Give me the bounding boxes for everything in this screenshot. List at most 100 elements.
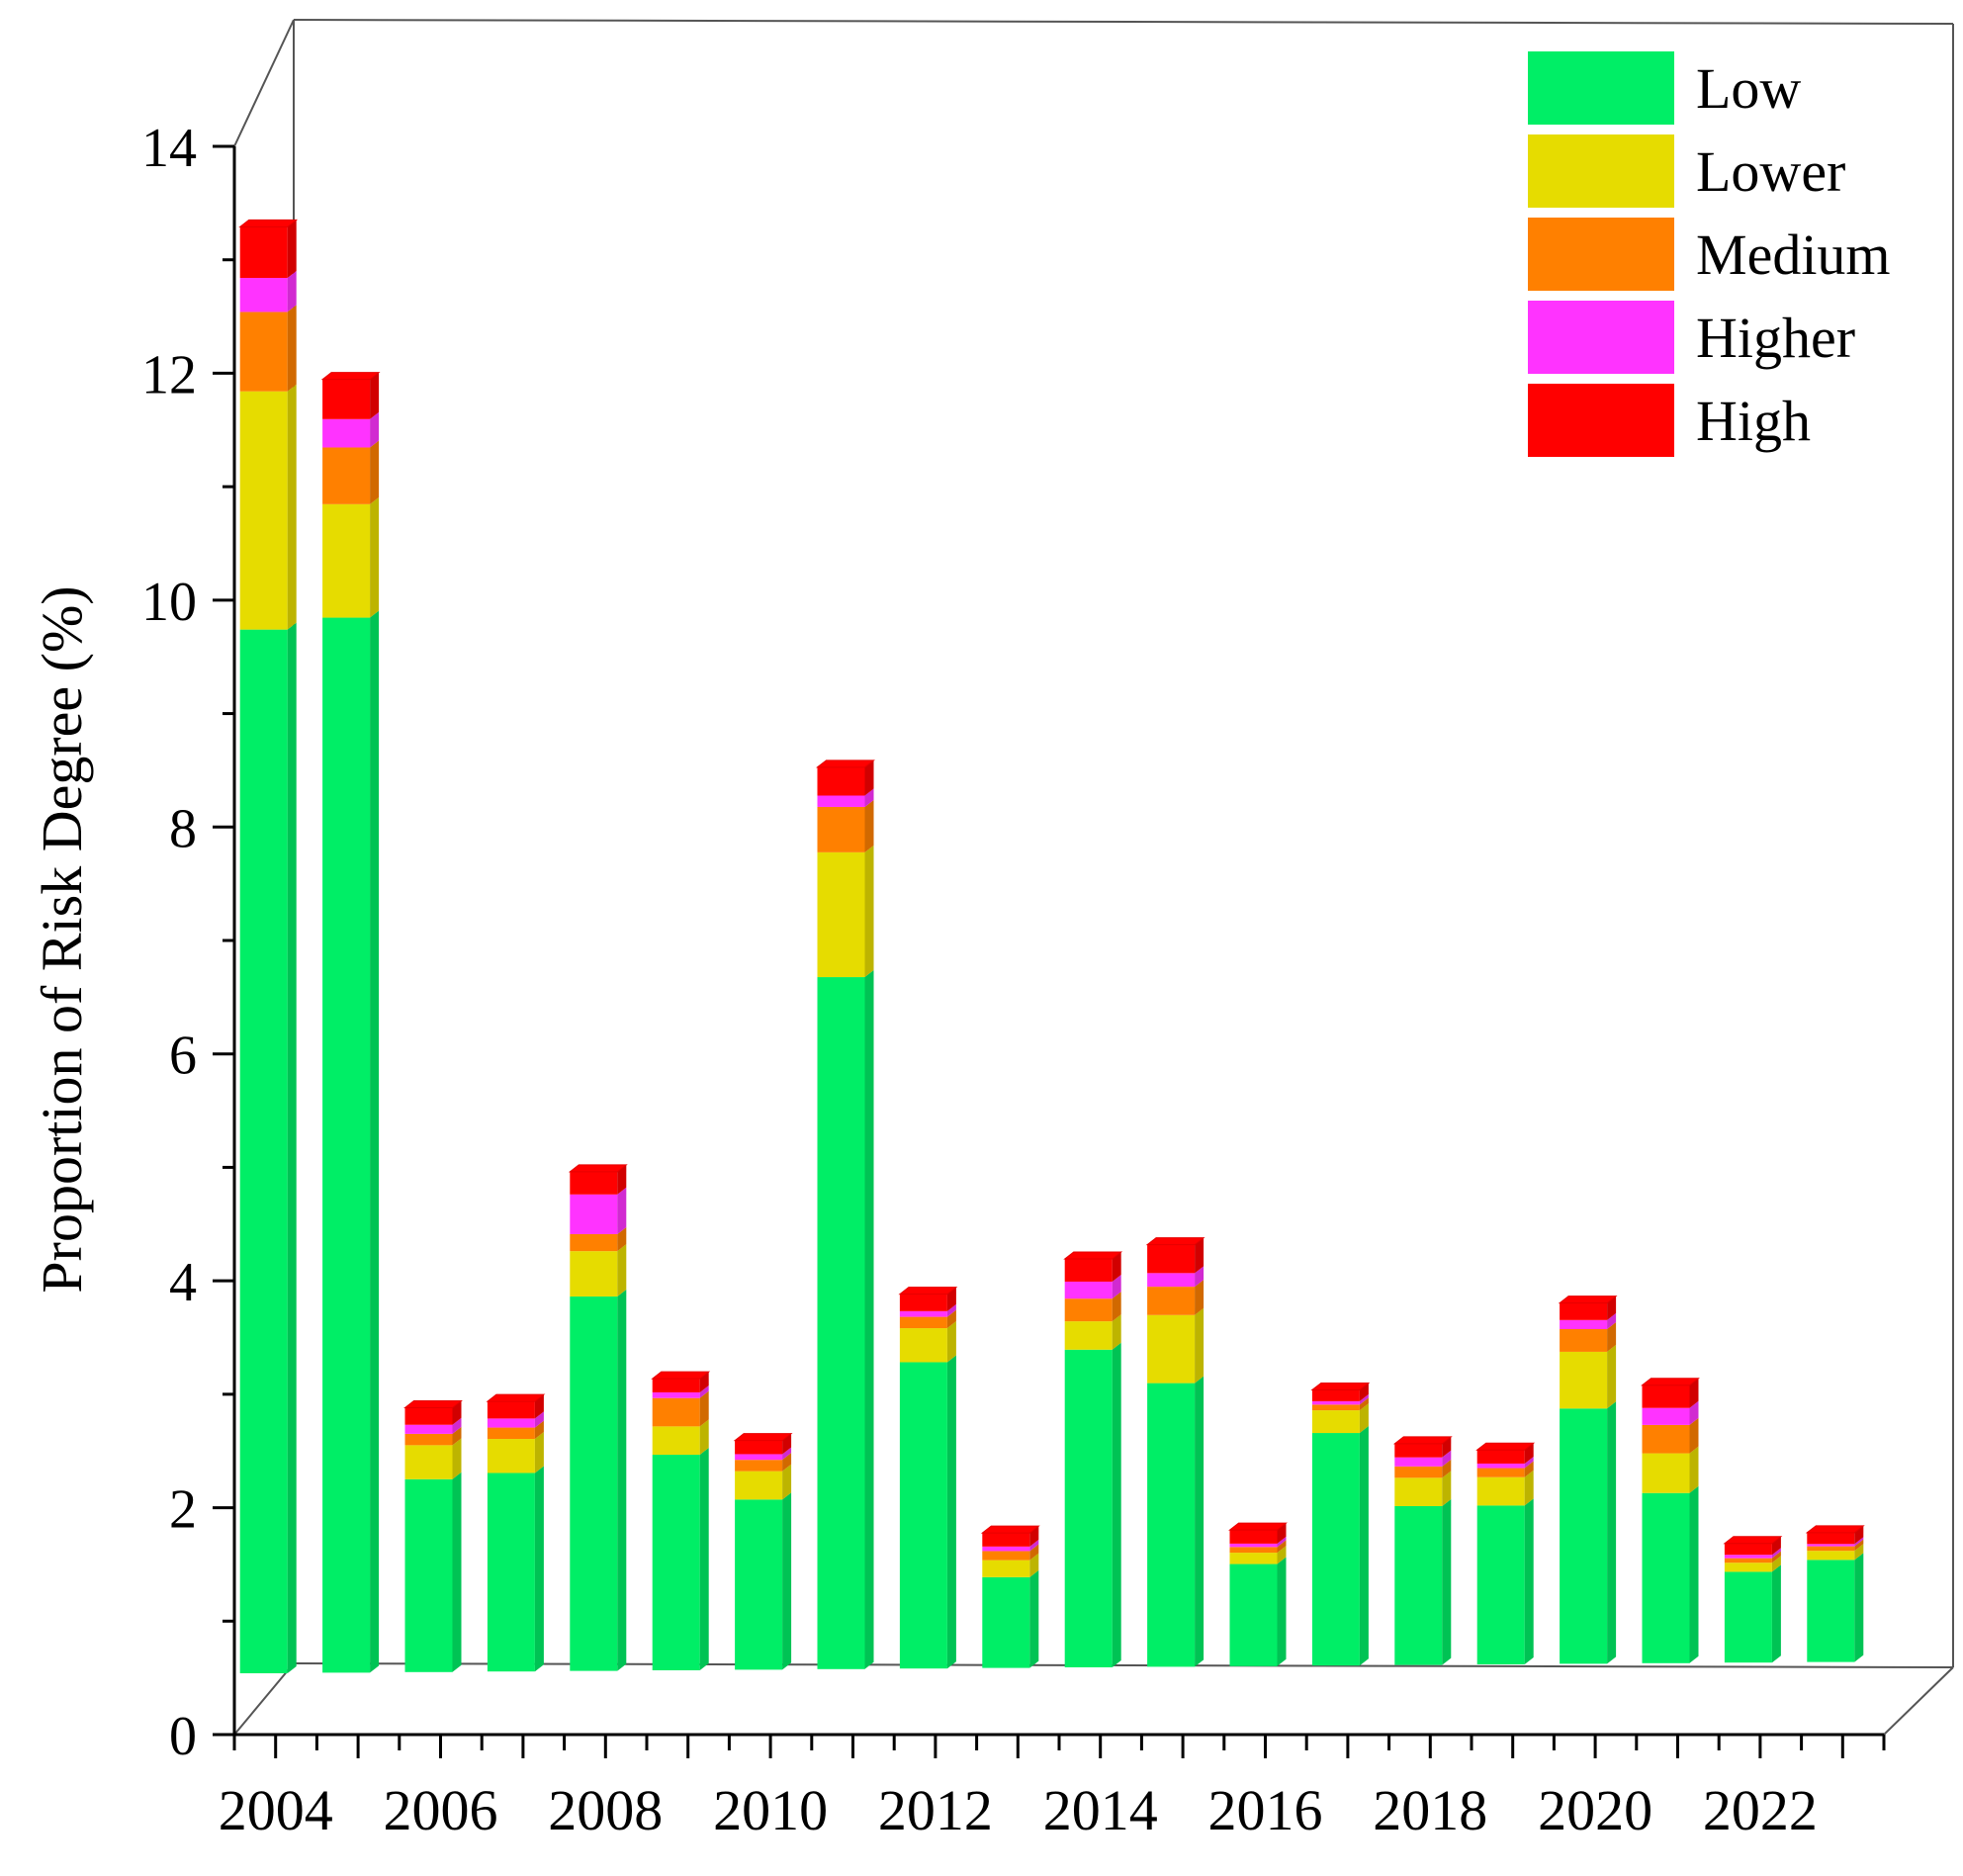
bar-side-medium-2010: [782, 1453, 792, 1472]
bar-side-low-2018: [1442, 1499, 1452, 1665]
bar-segment-lower-2023: [1807, 1551, 1855, 1561]
x-tick-label: 2016: [1208, 1778, 1323, 1842]
bar-side-low-2023: [1854, 1553, 1864, 1662]
bar-side-high-2006: [452, 1400, 462, 1425]
bar-segment-high-2007: [487, 1401, 535, 1419]
bar-side-higher-2015: [1195, 1266, 1205, 1288]
bar-stack-2020: [1558, 1295, 1618, 1664]
bar-segment-high-2023: [1807, 1532, 1855, 1545]
bar-stack-2011: [816, 759, 875, 1669]
bar-side-high-2022: [1771, 1536, 1781, 1556]
bar-segment-high-2018: [1394, 1443, 1443, 1458]
bar-side-higher-2009: [699, 1385, 709, 1398]
bar-segment-medium-2017: [1311, 1404, 1360, 1411]
bar-segment-low-2019: [1476, 1505, 1525, 1664]
bar-top-2019: [1475, 1442, 1536, 1451]
bar-side-low-2021: [1689, 1485, 1699, 1663]
x-tick-label: 2004: [219, 1778, 333, 1842]
y-tick-label: 0: [169, 1706, 197, 1767]
bar-segment-high-2004: [239, 226, 288, 279]
bar-side-lower-2021: [1689, 1446, 1699, 1493]
bar-segment-higher-2009: [652, 1391, 700, 1398]
bar-stack-2018: [1392, 1436, 1453, 1665]
bar-side-higher-2005: [370, 411, 380, 448]
bar-side-high-2010: [782, 1433, 792, 1455]
bar-side-medium-2005: [370, 440, 380, 504]
bar-stack-2013: [980, 1525, 1040, 1668]
bar-side-lower-2006: [452, 1438, 462, 1479]
bar-side-lower-2013: [1029, 1553, 1039, 1577]
bar-side-lower-2016: [1277, 1546, 1287, 1564]
legend-swatch-lower: [1528, 134, 1674, 208]
bar-stack-2022: [1723, 1536, 1783, 1663]
bar-side-low-2016: [1277, 1557, 1287, 1666]
bar-side-lower-2022: [1771, 1556, 1781, 1572]
bar-segment-higher-2018: [1394, 1457, 1443, 1467]
bar-segment-medium-2019: [1476, 1468, 1525, 1477]
bar-side-higher-2013: [1029, 1539, 1039, 1552]
bar-side-higher-2004: [287, 271, 297, 313]
legend-swatch-medium: [1528, 218, 1674, 291]
bar-side-lower-2020: [1607, 1344, 1617, 1409]
y-axis: 0 2 4 6 8 10 12 14: [141, 118, 236, 1767]
legend: Low Lower Medium Higher High: [1528, 51, 1891, 457]
bar-stack-2014: [1063, 1251, 1123, 1667]
bar-side-high-2018: [1442, 1436, 1452, 1458]
bar-side-medium-2009: [699, 1390, 709, 1427]
bar-segment-lower-2005: [322, 503, 371, 618]
bar-top-2011: [816, 759, 875, 768]
bar-side-lower-2014: [1112, 1314, 1121, 1350]
bar-side-higher-2014: [1112, 1274, 1121, 1299]
bar-segment-low-2011: [817, 977, 865, 1669]
bar-side-low-2010: [782, 1492, 792, 1670]
bar-stack-2005: [320, 372, 381, 1673]
bar-side-higher-2010: [782, 1447, 792, 1461]
bar-segment-lower-2007: [487, 1439, 535, 1474]
bar-top-2010: [733, 1433, 793, 1442]
bar-stack-2019: [1475, 1442, 1536, 1664]
bar-side-lower-2007: [534, 1432, 544, 1474]
bar-segment-lower-2017: [1311, 1410, 1360, 1434]
bar-stack-2021: [1641, 1378, 1700, 1663]
floor-right-diagonal: [1883, 1666, 1954, 1736]
legend-label-low: Low: [1696, 56, 1801, 121]
bar-segment-low-2012: [899, 1362, 947, 1669]
bar-segment-lower-2018: [1394, 1477, 1443, 1506]
bar-stack-2023: [1805, 1525, 1865, 1662]
bar-side-higher-2016: [1277, 1536, 1287, 1548]
legend-swatch-high: [1528, 384, 1674, 457]
bar-side-medium-2018: [1442, 1459, 1452, 1478]
bar-segment-low-2020: [1560, 1408, 1608, 1664]
bar-side-higher-2018: [1442, 1450, 1452, 1467]
bar-segment-high-2010: [735, 1440, 783, 1455]
bar-side-higher-2022: [1771, 1548, 1781, 1559]
bar-segment-medium-2020: [1560, 1328, 1608, 1352]
bar-segment-high-2016: [1229, 1530, 1278, 1544]
bar-stack-2006: [403, 1400, 463, 1672]
bar-segment-medium-2023: [1807, 1546, 1855, 1552]
floor-left-diagonal: [233, 1662, 295, 1736]
bar-stack-2007: [486, 1393, 546, 1672]
bar-segment-medium-2022: [1724, 1558, 1772, 1563]
bar-side-higher-2006: [452, 1417, 462, 1434]
bar-segment-higher-2006: [404, 1424, 453, 1434]
bar-stack-2004: [238, 219, 299, 1673]
bar-stack-2016: [1228, 1522, 1288, 1666]
bar-segment-high-2011: [817, 766, 865, 796]
bar-segment-higher-2012: [899, 1310, 947, 1317]
bar-top-2007: [486, 1393, 546, 1402]
bar-segment-higher-2016: [1229, 1543, 1278, 1548]
legend-label-higher: Higher: [1696, 306, 1855, 370]
bar-segment-medium-2016: [1229, 1547, 1278, 1554]
bar-stack-2008: [568, 1164, 628, 1671]
bar-segment-higher-2020: [1560, 1319, 1608, 1329]
bar-side-medium-2021: [1689, 1417, 1699, 1454]
bar-segment-lower-2021: [1642, 1453, 1690, 1493]
bar-segment-medium-2004: [239, 312, 288, 392]
bar-segment-low-2016: [1229, 1563, 1278, 1666]
y-tick-label: 14: [141, 118, 197, 179]
top-left-diagonal: [233, 19, 295, 147]
bar-side-low-2020: [1607, 1401, 1617, 1664]
bar-side-higher-2023: [1854, 1537, 1864, 1547]
